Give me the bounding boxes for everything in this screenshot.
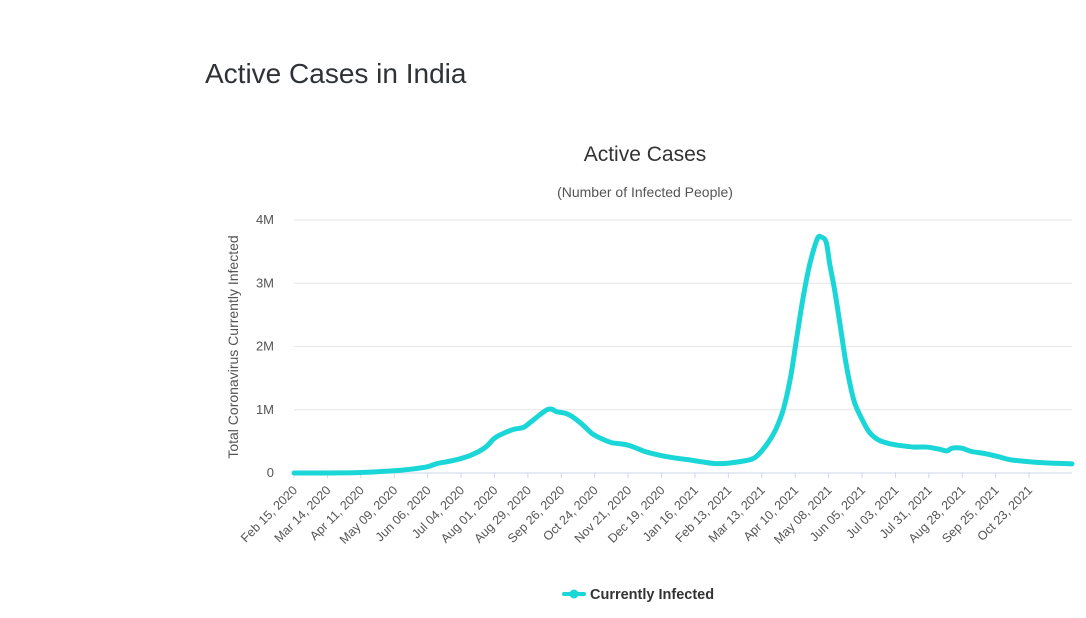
data-point[interactable]	[900, 443, 905, 448]
data-point[interactable]	[652, 452, 657, 457]
data-point[interactable]	[811, 249, 816, 254]
data-point[interactable]	[924, 445, 929, 450]
data-point[interactable]	[859, 417, 864, 422]
data-point[interactable]	[794, 338, 799, 343]
data-point[interactable]	[824, 240, 829, 245]
data-point[interactable]	[571, 415, 576, 420]
data-point[interactable]	[642, 449, 647, 454]
data-point[interactable]	[1043, 460, 1048, 465]
data-point[interactable]	[806, 268, 811, 273]
data-point[interactable]	[838, 325, 843, 330]
data-point[interactable]	[492, 436, 497, 441]
data-point[interactable]	[996, 454, 1001, 459]
data-point[interactable]	[502, 431, 507, 436]
data-point[interactable]	[325, 470, 330, 475]
data-point[interactable]	[554, 409, 559, 414]
series-line-currently-infected[interactable]	[291, 233, 1075, 476]
data-point[interactable]	[618, 441, 623, 446]
data-point[interactable]	[852, 401, 857, 406]
data-point[interactable]	[867, 429, 872, 434]
data-point[interactable]	[1070, 461, 1075, 466]
y-tick-label: 1M	[256, 402, 274, 417]
data-point[interactable]	[590, 431, 595, 436]
data-point[interactable]	[435, 461, 440, 466]
data-point[interactable]	[392, 468, 397, 473]
data-point[interactable]	[626, 443, 631, 448]
page-heading: Active Cases in India	[205, 58, 467, 89]
data-point[interactable]	[788, 376, 793, 381]
data-point[interactable]	[599, 436, 604, 441]
data-point[interactable]	[819, 235, 824, 240]
data-point[interactable]	[609, 440, 614, 445]
grid-lines	[294, 219, 1072, 474]
data-point[interactable]	[521, 425, 526, 430]
data-point[interactable]	[537, 412, 542, 417]
y-axis-ticks: 0 1M 2M 3M 4M	[256, 212, 274, 480]
data-point[interactable]	[981, 451, 986, 456]
data-point[interactable]	[292, 471, 297, 476]
data-point[interactable]	[633, 445, 638, 450]
data-point[interactable]	[451, 458, 456, 463]
data-point[interactable]	[745, 458, 750, 463]
data-point[interactable]	[721, 461, 726, 466]
data-point[interactable]	[408, 467, 413, 472]
chart-subtitle: (Number of Infected People)	[557, 184, 733, 200]
data-point[interactable]	[358, 470, 363, 475]
data-point[interactable]	[759, 448, 764, 453]
y-tick-label: 0	[267, 465, 274, 480]
data-point[interactable]	[888, 441, 893, 446]
data-point[interactable]	[511, 427, 516, 432]
legend-item-currently-infected[interactable]: Currently Infected	[590, 587, 714, 603]
data-point[interactable]	[954, 445, 959, 450]
data-point[interactable]	[944, 448, 949, 453]
data-point[interactable]	[800, 300, 805, 305]
data-point[interactable]	[936, 446, 941, 451]
data-point[interactable]	[1007, 457, 1012, 462]
legend[interactable]: Currently Infected	[562, 587, 714, 603]
data-point[interactable]	[848, 382, 853, 387]
y-tick-label: 4M	[256, 212, 274, 227]
data-point[interactable]	[752, 455, 757, 460]
y-tick-label: 2M	[256, 339, 274, 354]
data-point[interactable]	[766, 439, 771, 444]
data-point[interactable]	[949, 446, 954, 451]
data-point[interactable]	[832, 287, 837, 292]
data-point[interactable]	[549, 407, 554, 412]
data-point[interactable]	[1025, 459, 1030, 464]
data-point[interactable]	[342, 470, 347, 475]
data-point[interactable]	[1061, 461, 1066, 466]
data-point[interactable]	[876, 438, 881, 443]
data-point[interactable]	[544, 407, 549, 412]
data-point[interactable]	[733, 460, 738, 465]
legend-swatch-marker[interactable]	[569, 589, 579, 599]
y-tick-label: 3M	[256, 275, 274, 290]
data-point[interactable]	[676, 456, 681, 461]
data-point[interactable]	[774, 426, 779, 431]
data-point[interactable]	[468, 453, 473, 458]
x-tick-label: Feb 15, 2020	[238, 483, 300, 545]
data-point[interactable]	[528, 420, 533, 425]
series-layer	[291, 233, 1075, 476]
data-point[interactable]	[781, 407, 786, 412]
chart-title: Active Cases	[584, 143, 707, 166]
y-axis-label: Total Coronavirus Currently Infected	[225, 235, 241, 458]
data-point[interactable]	[969, 449, 974, 454]
data-point[interactable]	[690, 458, 695, 463]
data-point[interactable]	[960, 446, 965, 451]
data-point[interactable]	[843, 357, 848, 362]
data-point[interactable]	[564, 411, 569, 416]
data-point[interactable]	[580, 422, 585, 427]
data-point[interactable]	[912, 445, 917, 450]
data-point[interactable]	[827, 262, 832, 267]
data-point[interactable]	[425, 464, 430, 469]
data-point[interactable]	[482, 445, 487, 450]
data-point[interactable]	[375, 469, 380, 474]
data-point[interactable]	[702, 460, 707, 465]
data-point[interactable]	[664, 454, 669, 459]
data-point[interactable]	[712, 461, 717, 466]
